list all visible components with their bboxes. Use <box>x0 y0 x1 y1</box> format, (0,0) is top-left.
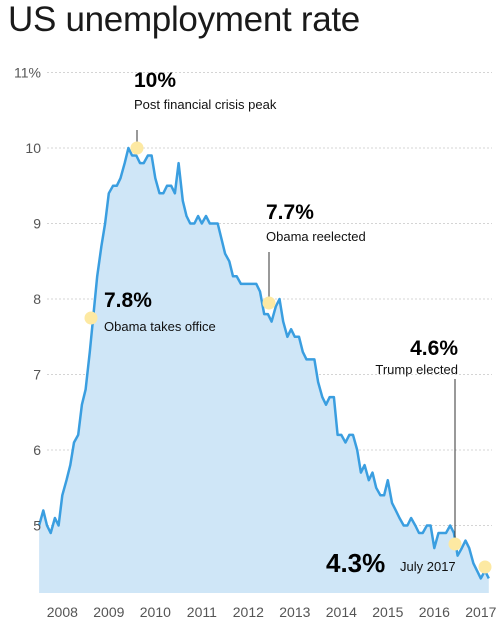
x-tick-label: 2017 <box>465 604 496 620</box>
annotation-marker <box>130 141 144 155</box>
annotation-value: 4.6% <box>410 337 458 360</box>
annotation-marker <box>84 311 98 325</box>
x-tick-label: 2010 <box>140 604 171 620</box>
annotation-marker <box>448 537 462 551</box>
annotation-value: 4.3% <box>326 548 385 578</box>
chart-title: US unemployment rate <box>8 0 360 39</box>
annotation-marker <box>478 560 492 574</box>
annotation-value: 7.8% <box>104 289 152 312</box>
annotation-value: 10% <box>134 69 176 92</box>
y-tick-label: 6 <box>33 442 41 458</box>
x-tick-label: 2016 <box>419 604 450 620</box>
x-tick-label: 2014 <box>326 604 357 620</box>
x-tick-label: 2008 <box>47 604 78 620</box>
x-tick-label: 2013 <box>279 604 310 620</box>
y-tick-label: 5 <box>33 518 41 534</box>
y-tick-label: 7 <box>33 367 41 383</box>
x-tick-label: 2012 <box>233 604 264 620</box>
annotation-label: Obama takes office <box>104 319 216 334</box>
annotation-value: 7.7% <box>266 201 314 224</box>
annotations: 10% Post financial crisis peak 7.8% Obama t… <box>84 69 492 578</box>
x-tick-label: 2009 <box>93 604 124 620</box>
series-line <box>37 146 490 580</box>
y-tick-label: 8 <box>33 291 41 307</box>
annotation-label: Trump elected <box>375 362 458 377</box>
annotation-label: July 2017 <box>400 559 456 574</box>
annotation-marker <box>262 296 276 310</box>
y-tick-label: 11% <box>14 65 41 81</box>
area-fill <box>39 148 489 593</box>
y-tick-label: 10 <box>25 140 41 156</box>
x-tick-label: 2015 <box>372 604 403 620</box>
x-tick-label: 2011 <box>187 604 217 620</box>
annotation-label: Post financial crisis peak <box>134 97 277 112</box>
x-axis-ticks: 2008 2009 2010 2011 2012 2013 2014 2015 2016 2017 <box>47 604 497 620</box>
annotation-label: Obama reelected <box>266 229 366 244</box>
y-axis-ticks: 11% 10 9 8 7 6 5 <box>14 65 41 534</box>
y-tick-label: 9 <box>33 216 41 232</box>
area-layer <box>37 146 490 593</box>
